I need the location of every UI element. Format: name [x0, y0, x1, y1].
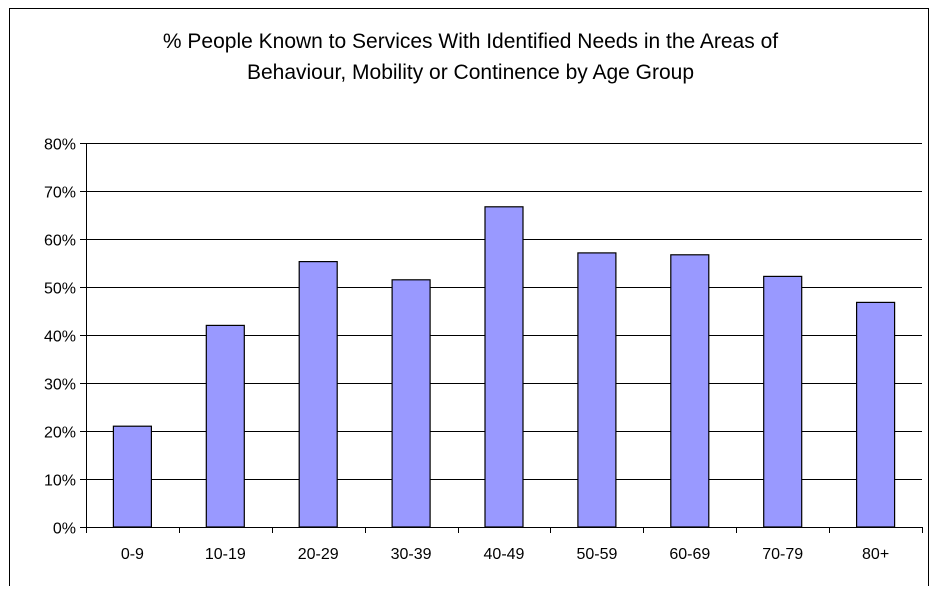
- bar-70-79: [763, 275, 803, 528]
- bar-0-9: [112, 425, 153, 528]
- y-tick-label: 30%: [44, 377, 76, 394]
- bars: [112, 206, 896, 528]
- x-tick-label: 10-19: [205, 546, 246, 563]
- x-tick-label: 70-79: [762, 546, 803, 563]
- y-tick-label: 0%: [53, 521, 76, 538]
- chart-title: % People Known to Services With Identifi…: [162, 30, 779, 84]
- bar-50-59: [577, 252, 617, 528]
- y-tick-label: 70%: [44, 185, 76, 202]
- bar-80+: [855, 301, 896, 528]
- x-tick-label: 60-69: [669, 546, 710, 563]
- y-tick-label: 10%: [44, 473, 76, 490]
- y-tick-labels: 0% 10% 20% 30% 40% 50% 60% 70% 80%: [44, 137, 76, 538]
- y-tick-label: 20%: [44, 425, 76, 442]
- x-tick-label: 50-59: [576, 546, 617, 563]
- x-tick-label: 0-9: [121, 546, 144, 563]
- y-tick-label: 50%: [44, 281, 76, 298]
- y-tick-label: 60%: [44, 233, 76, 250]
- x-tick-label: 30-39: [391, 546, 432, 563]
- x-tick-label: 40-49: [484, 546, 525, 563]
- x-tick-label: 20-29: [298, 546, 339, 563]
- y-tick-label: 80%: [44, 137, 76, 154]
- bar-10-19: [205, 324, 245, 528]
- y-tick-label: 40%: [44, 329, 76, 346]
- chart-frame: [9, 8, 929, 586]
- bar-40-49: [484, 206, 524, 528]
- x-tick-label: 80+: [862, 546, 889, 563]
- bar-30-39: [391, 279, 431, 528]
- x-tick-labels: 0-9 10-19 20-29 30-39 40-49 50-59 60-69 70-79 80…: [121, 546, 889, 563]
- bar-60-69: [670, 254, 710, 528]
- axes: [80, 143, 923, 533]
- bar-20-29: [298, 261, 338, 528]
